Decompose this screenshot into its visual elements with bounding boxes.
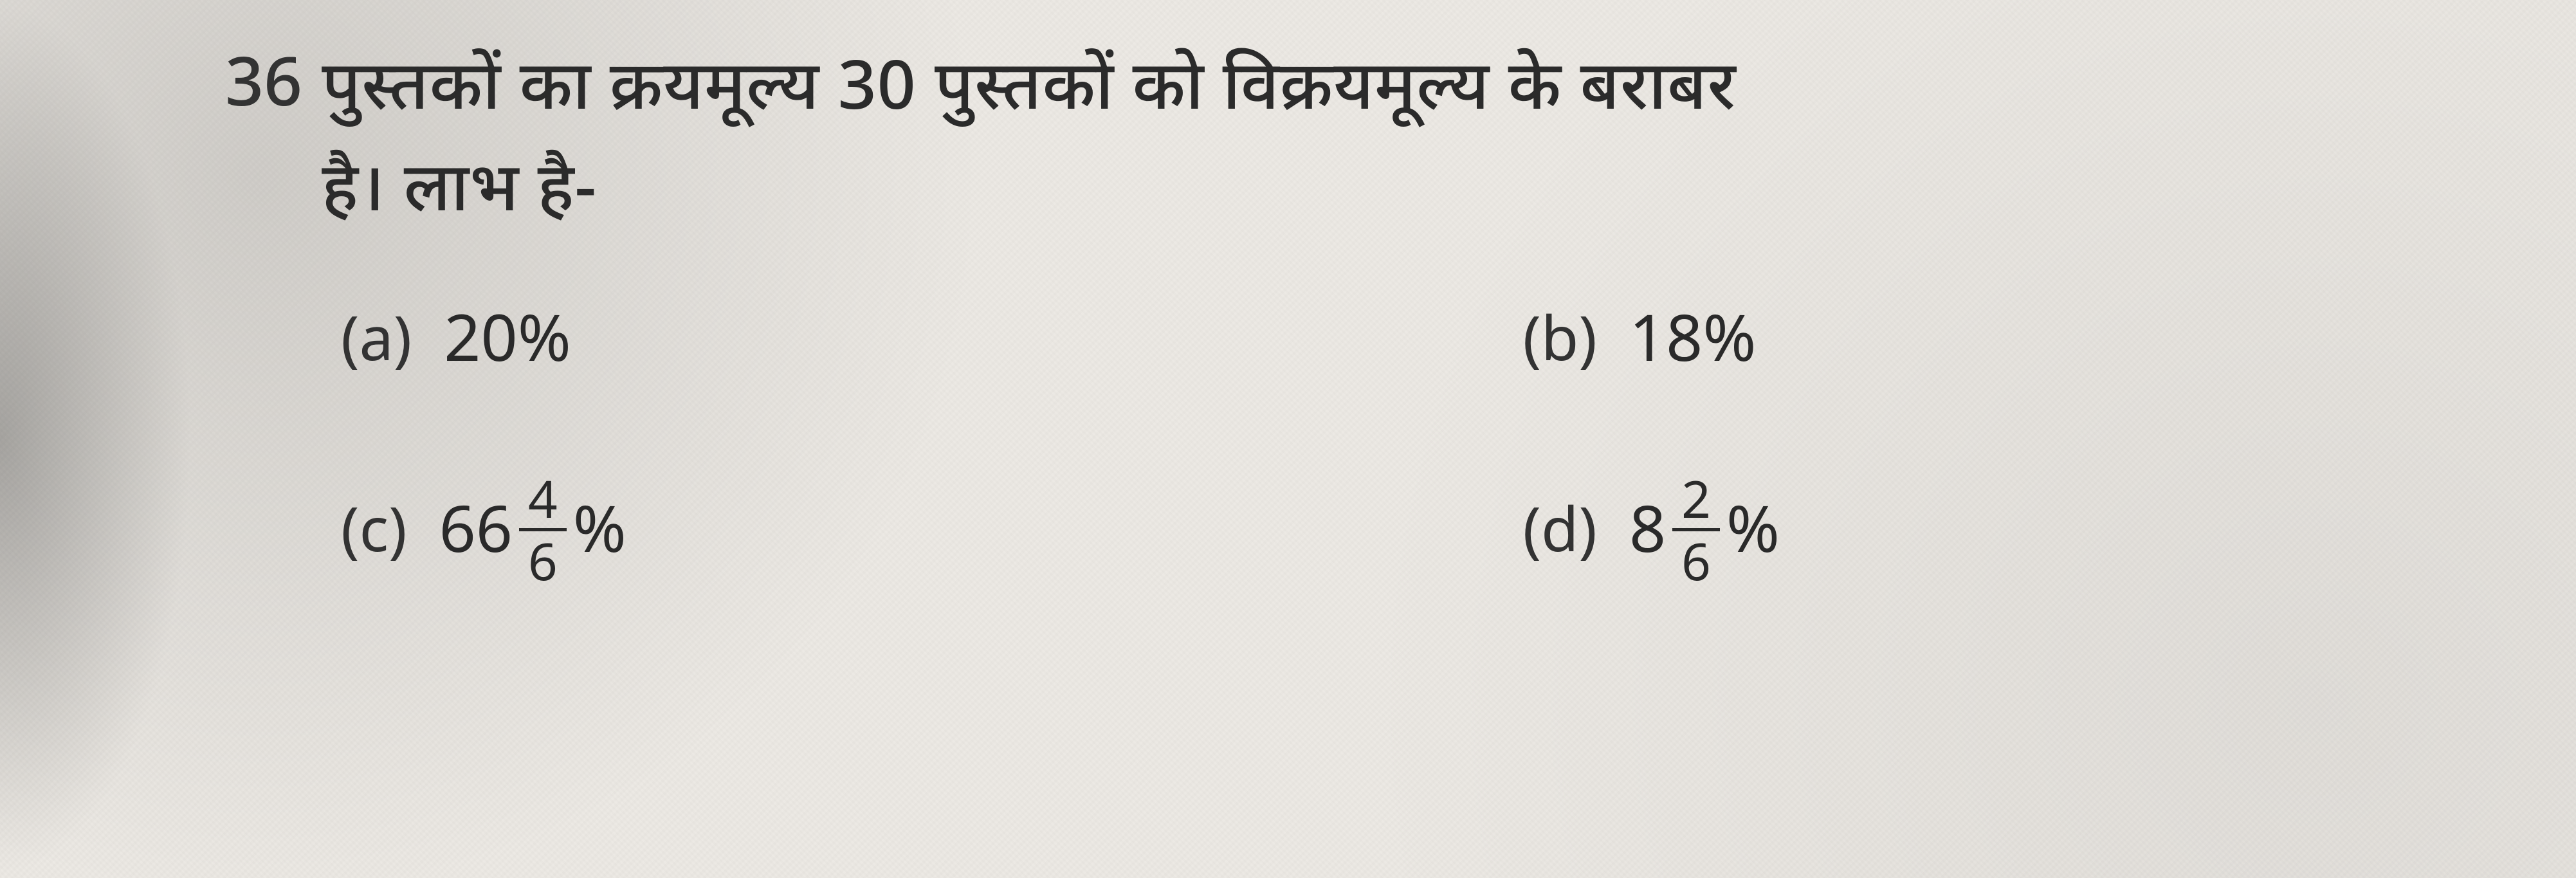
question-text: पुस्तकों का क्रयमूल्य 30 पुस्तकों को विक…	[322, 32, 1736, 235]
option-c-fraction: 4 6	[519, 473, 567, 587]
option-c: (c) 66 4 6 %	[341, 470, 1266, 584]
option-c-whole: 66	[439, 484, 513, 571]
option-c-mixed-fraction: 66 4 6 %	[439, 470, 626, 584]
option-d-numerator: 2	[1672, 473, 1720, 531]
option-d-value: 8 2 6 %	[1629, 470, 1780, 584]
option-b-value: 18%	[1629, 293, 1757, 380]
option-c-label: (c)	[341, 486, 407, 569]
option-d-whole: 8	[1629, 484, 1666, 571]
option-d-label: (d)	[1523, 486, 1597, 569]
options-grid: (a) 20% (b) 18% (c) 66 4 6 % (d)	[341, 293, 2447, 584]
option-c-value: 66 4 6 %	[439, 470, 626, 584]
question-line-1: पुस्तकों का क्रयमूल्य 30 पुस्तकों को विक…	[322, 37, 1736, 129]
option-d-fraction: 2 6	[1672, 473, 1720, 587]
option-a-value: 20%	[444, 293, 571, 380]
exam-page: 36 पुस्तकों का क्रयमूल्य 30 पुस्तकों को …	[0, 0, 2576, 878]
option-c-numerator: 4	[519, 473, 567, 531]
question-number: 36	[225, 32, 302, 127]
option-c-percent: %	[573, 484, 626, 571]
left-shadow	[0, 0, 193, 878]
option-d-mixed-fraction: 8 2 6 %	[1629, 470, 1780, 584]
option-b-label: (b)	[1523, 295, 1597, 378]
option-a-label: (a)	[341, 295, 412, 378]
option-c-denominator: 6	[519, 531, 567, 587]
option-b: (b) 18%	[1523, 293, 2448, 380]
option-d-percent: %	[1726, 484, 1780, 571]
question-block: 36 पुस्तकों का क्रयमूल्य 30 पुस्तकों को …	[225, 32, 2447, 235]
option-a: (a) 20%	[341, 293, 1266, 380]
question-line-2: है। लाभ है-	[322, 138, 597, 230]
option-d-denominator: 6	[1672, 531, 1720, 587]
option-d: (d) 8 2 6 %	[1523, 470, 2448, 584]
